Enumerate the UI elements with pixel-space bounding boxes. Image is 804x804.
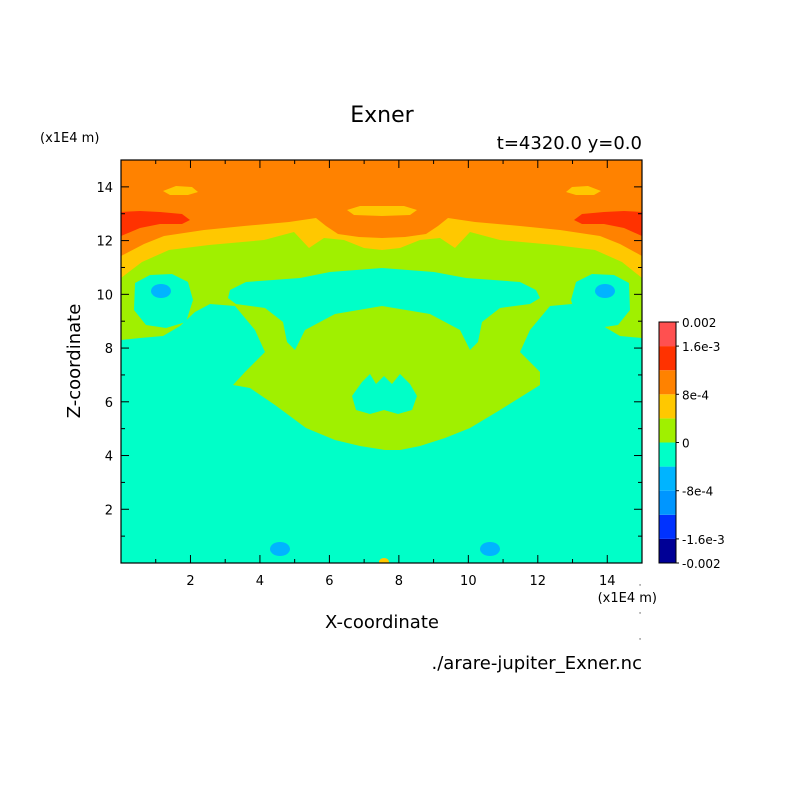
fill-level-positive-bottom-center bbox=[379, 558, 389, 563]
colorbar-label: 0.002 bbox=[682, 316, 716, 330]
colorbar-swatch bbox=[659, 322, 676, 347]
y-tick-label: 2 bbox=[105, 503, 113, 518]
x-tick-label: 10 bbox=[460, 574, 477, 589]
x-scale-marker: · bbox=[639, 581, 642, 591]
fill-level-negative-left bbox=[151, 284, 171, 298]
colorbar-swatch bbox=[659, 466, 676, 491]
axes: 2 4 6 8 10 12 14 2 4 6 8 10 12 14 bbox=[96, 159, 643, 589]
y-axis-label: Z-coordinate bbox=[64, 304, 85, 419]
y-tick-label: 12 bbox=[96, 235, 113, 250]
y-tick-label: 4 bbox=[105, 450, 113, 465]
y-tick-label: 14 bbox=[96, 181, 113, 196]
colorbar: 0.002 1.6e-3 8e-4 0 -8e-4 -1.6e-3 -0.002 bbox=[658, 316, 725, 571]
chart-title: Exner bbox=[350, 103, 414, 128]
x-tick-label: 4 bbox=[256, 574, 264, 589]
colorbar-swatch bbox=[659, 346, 676, 371]
colorbar-swatch bbox=[659, 490, 676, 515]
colorbar-label: -1.6e-3 bbox=[682, 533, 725, 547]
x-tick-label: 14 bbox=[599, 574, 616, 589]
contour-field bbox=[121, 160, 642, 563]
colorbar-swatch bbox=[659, 442, 676, 467]
fill-level-max-positive-right bbox=[574, 211, 642, 236]
colorbar-swatch bbox=[659, 538, 676, 563]
colorbar-label: 8e-4 bbox=[682, 388, 709, 402]
fill-level-mid-positive-top-right bbox=[566, 186, 601, 195]
x-tick-label: 12 bbox=[530, 574, 547, 589]
x-tick-label: 8 bbox=[395, 574, 403, 589]
colorbar-label: -8e-4 bbox=[682, 485, 713, 499]
fill-level-mid-positive-top-left bbox=[163, 186, 198, 195]
fill-level-negative-bottom-left bbox=[270, 542, 290, 556]
colorbar-swatch bbox=[659, 418, 676, 443]
fill-level-zero-band bbox=[228, 268, 540, 350]
colorbar-swatch bbox=[659, 514, 676, 539]
x-tick-label: 6 bbox=[325, 574, 333, 589]
y-scale-label: (x1E4 m) bbox=[40, 131, 99, 146]
x-scale-marker: · bbox=[639, 635, 642, 645]
fill-level-mid-positive-top-center bbox=[347, 206, 417, 216]
colorbar-label: -0.002 bbox=[682, 557, 721, 571]
fill-level-negative-right bbox=[595, 284, 615, 298]
colorbar-swatch bbox=[659, 370, 676, 395]
x-axis-label: X-coordinate bbox=[325, 612, 439, 633]
fill-level-negative-bottom-right bbox=[480, 542, 500, 556]
colorbar-label: 1.6e-3 bbox=[682, 340, 720, 354]
fill-level-max-positive-left bbox=[121, 211, 190, 236]
colorbar-label: 0 bbox=[682, 437, 690, 451]
fill-level-zero-center-blob bbox=[352, 374, 417, 414]
fill-level-zero-left-blob bbox=[134, 274, 193, 328]
chart-subtitle: t=4320.0 y=0.0 bbox=[497, 133, 642, 154]
fill-level-zero-right-blob bbox=[571, 274, 630, 328]
x-scale-label: (x1E4 m) bbox=[598, 591, 657, 606]
plot-frame bbox=[120, 159, 643, 564]
x-tick-label: 2 bbox=[186, 574, 194, 589]
y-tick-label: 10 bbox=[96, 288, 113, 303]
x-scale-marker: · bbox=[639, 609, 642, 619]
colorbar-swatch bbox=[659, 394, 676, 419]
y-tick-label: 6 bbox=[105, 396, 113, 411]
y-tick-label: 8 bbox=[105, 342, 113, 357]
source-file-label: ./arare-jupiter_Exner.nc bbox=[432, 653, 642, 674]
